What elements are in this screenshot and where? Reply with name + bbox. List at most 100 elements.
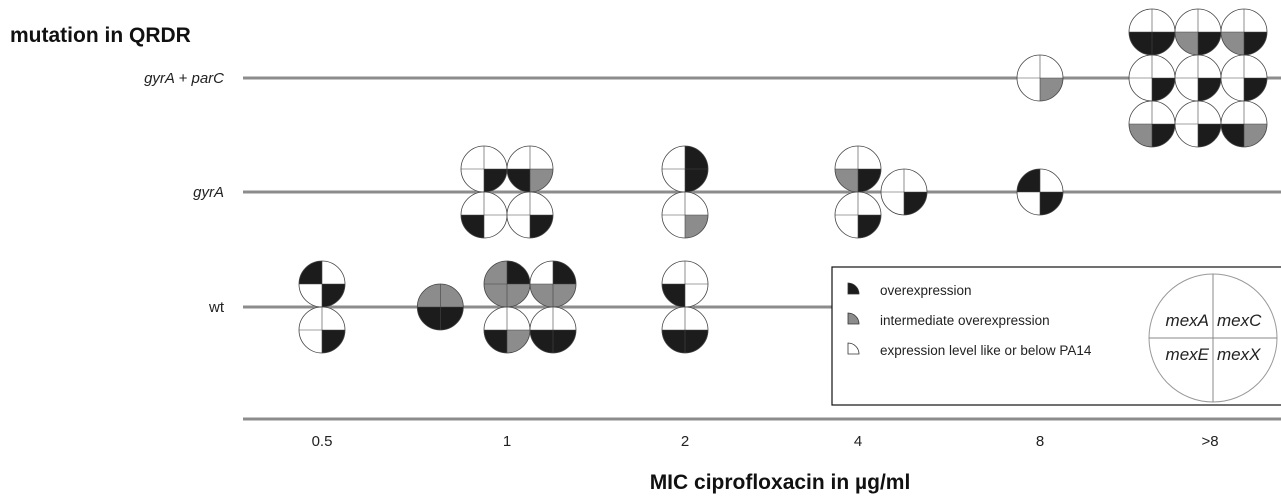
marker-quadrant-mexX: [1040, 78, 1063, 101]
marker-quadrant-mexE: [461, 215, 484, 238]
marker-quadrant-mexC: [685, 192, 708, 215]
marker-quadrant-mexC: [1198, 55, 1221, 78]
marker-quadrant-mexA: [299, 261, 322, 284]
marker-quadrant-mexX: [1244, 78, 1267, 101]
y-tick-labels: wt gyrA gyrA + parC: [144, 70, 225, 316]
marker-quadrant-mexX: [530, 169, 553, 192]
marker-quadrant-mexE: [299, 284, 322, 307]
y-tick-label: gyrA: [193, 184, 224, 201]
x-tick-label: 8: [1036, 433, 1044, 450]
marker-quadrant-mexX: [322, 284, 345, 307]
marker-quadrant-mexC: [858, 192, 881, 215]
isolate-marker: [506, 191, 554, 239]
marker-quadrant-mexE: [1175, 32, 1198, 55]
marker-quadrant-mexC: [322, 261, 345, 284]
marker-quadrant-mexE: [1221, 124, 1244, 147]
marker-quadrant-mexA: [507, 192, 530, 215]
marker-quadrant-mexX: [1152, 124, 1175, 147]
marker-quadrant-mexX: [507, 284, 530, 307]
isolate-marker: [1220, 8, 1268, 56]
legend-key-label: mexX: [1217, 345, 1261, 364]
isolate-marker: [529, 260, 577, 308]
marker-quadrant-mexE: [1129, 78, 1152, 101]
marker-quadrant-mexA: [530, 261, 553, 284]
marker-quadrant-mexE: [530, 284, 553, 307]
marker-quadrant-mexC: [484, 192, 507, 215]
marker-quadrant-mexX: [1152, 78, 1175, 101]
marker-quadrant-mexX: [1152, 32, 1175, 55]
marker-quadrant-mexA: [507, 146, 530, 169]
legend-swatch: [847, 342, 860, 355]
legend-item: overexpression: [847, 282, 972, 298]
marker-quadrant-mexE: [1175, 124, 1198, 147]
marker-quadrant-mexE: [299, 330, 322, 353]
marker-quadrant-mexE: [1129, 32, 1152, 55]
marker-quadrant-mexA: [1175, 55, 1198, 78]
marker-quadrant-mexC: [530, 192, 553, 215]
marker-quadrant-mexX: [685, 284, 708, 307]
marker-quadrant-mexA: [662, 192, 685, 215]
y-tick-label: wt: [208, 299, 225, 316]
isolate-marker: [661, 145, 709, 193]
marker-quadrant-mexC: [685, 307, 708, 330]
x-tick-labels: 0.5 1 2 4 8 >8: [312, 433, 1219, 450]
marker-quadrant-mexC: [484, 146, 507, 169]
marker-quadrant-mexE: [662, 330, 685, 353]
marker-quadrant-mexE: [1221, 32, 1244, 55]
marker-quadrant-mexA: [1221, 9, 1244, 32]
isolate-marker: [460, 145, 508, 193]
marker-quadrant-mexE: [1017, 192, 1040, 215]
marker-quadrant-mexA: [1017, 169, 1040, 192]
marker-quadrant-mexX: [484, 215, 507, 238]
marker-quadrant-mexC: [553, 307, 576, 330]
marker-quadrant-mexX: [685, 169, 708, 192]
isolate-marker: [1174, 8, 1222, 56]
isolate-marker: [506, 145, 554, 193]
isolate-marker: [661, 306, 709, 354]
marker-quadrant-mexA: [484, 261, 507, 284]
marker-quadrant-mexC: [1040, 55, 1063, 78]
marker-quadrant-mexA: [461, 192, 484, 215]
x-tick-label: >8: [1201, 433, 1218, 450]
isolate-marker: [1128, 100, 1176, 148]
marker-quadrant-mexX: [685, 330, 708, 353]
marker-quadrant-mexX: [553, 330, 576, 353]
marker-quadrant-mexE: [881, 192, 904, 215]
marker-quadrant-mexX: [685, 215, 708, 238]
marker-quadrant-mexX: [440, 307, 464, 330]
legend-label: expression level like or below PA14: [880, 343, 1092, 358]
marker-quadrant-mexE: [461, 169, 484, 192]
marker-quadrant-mexA: [1129, 9, 1152, 32]
marker-quadrant-mexC: [322, 307, 345, 330]
isolate-marker: [1174, 54, 1222, 102]
marker-quadrant-mexA: [835, 146, 858, 169]
marker-quadrant-mexA: [484, 307, 507, 330]
marker-quadrant-mexA: [1221, 101, 1244, 124]
marker-quadrant-mexA: [662, 307, 685, 330]
marker-quadrant-mexA: [1129, 101, 1152, 124]
marker-quadrant-mexX: [1244, 32, 1267, 55]
marker-quadrant-mexX: [904, 192, 927, 215]
marker-quadrant-mexE: [507, 169, 530, 192]
marker-quadrant-mexE: [417, 307, 441, 330]
legend: overexpression intermediate overexpressio…: [831, 266, 1281, 406]
isolate-markers: [298, 8, 1268, 354]
marker-quadrant-mexE: [484, 330, 507, 353]
marker-quadrant-mexC: [1198, 9, 1221, 32]
marker-quadrant-mexA: [662, 146, 685, 169]
legend-label: overexpression: [880, 283, 972, 298]
marker-quadrant-mexC: [904, 169, 927, 192]
marker-quadrant-mexX: [858, 169, 881, 192]
marker-quadrant-mexX: [1198, 78, 1221, 101]
isolate-marker: [529, 306, 577, 354]
legend-item: expression level like or below PA14: [847, 342, 1092, 358]
marker-quadrant-mexC: [507, 307, 530, 330]
x-tick-label: 2: [681, 433, 689, 450]
legend-label: intermediate overexpression: [880, 313, 1050, 328]
marker-quadrant-mexE: [1129, 124, 1152, 147]
marker-quadrant-mexA: [1175, 101, 1198, 124]
marker-quadrant-mexX: [530, 215, 553, 238]
marker-quadrant-mexX: [1244, 124, 1267, 147]
marker-quadrant-mexC: [1152, 55, 1175, 78]
isolate-marker: [298, 306, 346, 354]
